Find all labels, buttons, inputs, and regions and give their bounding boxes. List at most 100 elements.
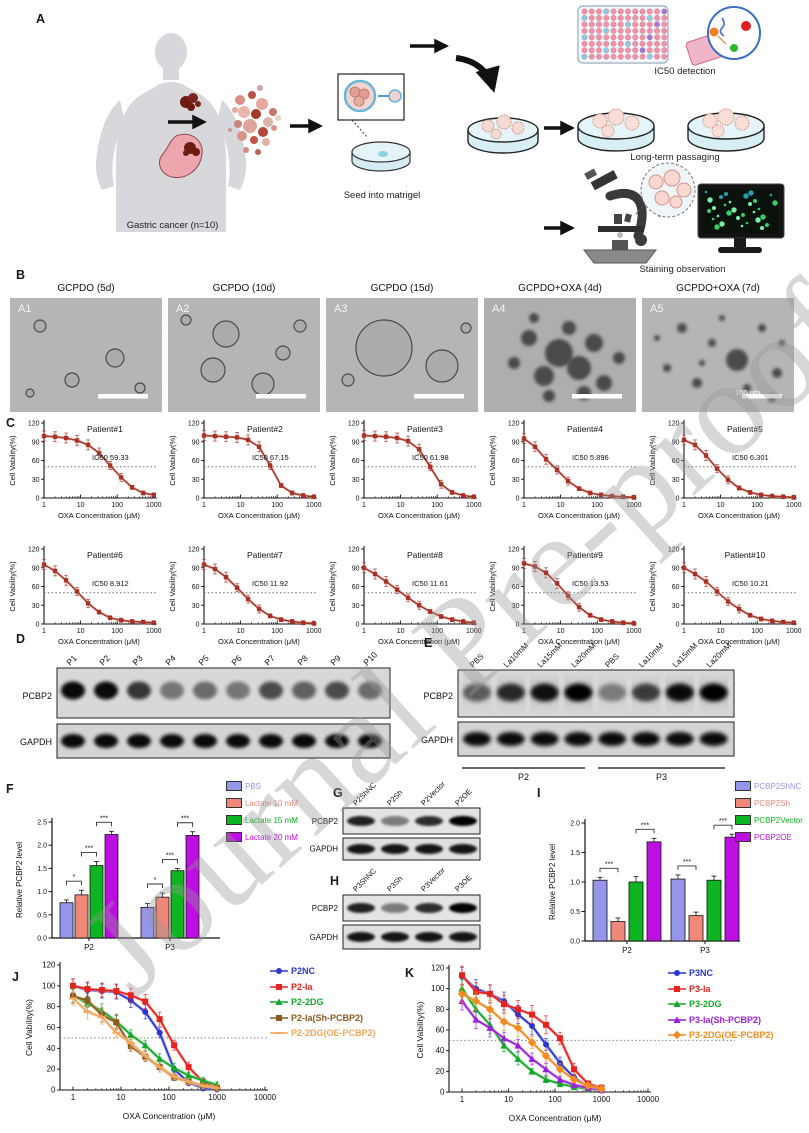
svg-text:0.0: 0.0 bbox=[37, 936, 47, 943]
svg-text:10: 10 bbox=[117, 1093, 126, 1102]
svg-text:30: 30 bbox=[192, 477, 200, 484]
dose-plot-patient-7: 0 30 60 90 120 1 10 100 1000 Patient#7 IC50 11.92 O… bbox=[166, 543, 324, 655]
svg-text:PBS: PBS bbox=[603, 652, 621, 670]
legend-label: P2-la(Sh-PCBP2) bbox=[291, 1012, 364, 1023]
svg-text:1000: 1000 bbox=[466, 502, 482, 509]
svg-text:IC50 10.21: IC50 10.21 bbox=[732, 579, 769, 588]
svg-text:30: 30 bbox=[672, 603, 680, 610]
svg-text:Cell Vability(%): Cell Vability(%) bbox=[328, 561, 337, 612]
svg-text:1000: 1000 bbox=[208, 1093, 226, 1102]
legend-marker-icon bbox=[668, 1030, 686, 1040]
svg-text:1000: 1000 bbox=[146, 628, 162, 635]
microscopy-image-A2: A2 bbox=[168, 298, 320, 412]
legend-item: P3-2DG bbox=[668, 999, 774, 1009]
tumor-sample-icon bbox=[180, 93, 201, 111]
svg-text:P3: P3 bbox=[700, 946, 710, 955]
svg-text:A5: A5 bbox=[650, 303, 663, 315]
svg-text:***: *** bbox=[166, 852, 174, 859]
svg-text:90: 90 bbox=[512, 565, 520, 572]
svg-text:100: 100 bbox=[271, 502, 283, 509]
svg-text:60: 60 bbox=[32, 584, 40, 591]
svg-text:1: 1 bbox=[71, 1093, 76, 1102]
legend-swatch bbox=[226, 798, 242, 808]
svg-text:20: 20 bbox=[436, 1067, 445, 1076]
legend-marker-icon bbox=[270, 968, 288, 974]
svg-text:Cell Vability(%): Cell Vability(%) bbox=[168, 561, 177, 612]
legend-label: P3-2DG(OE-PCBP2) bbox=[689, 1030, 774, 1040]
svg-text:60: 60 bbox=[672, 458, 680, 465]
panel-h-label: H bbox=[330, 874, 340, 888]
svg-text:Patient#8: Patient#8 bbox=[407, 550, 443, 560]
dose-plot-patient-9: 0 30 60 90 120 1 10 100 1000 Patient#9 IC50 13.53 O… bbox=[486, 543, 644, 655]
svg-text:P7: P7 bbox=[262, 653, 277, 668]
svg-text:1.5: 1.5 bbox=[37, 866, 47, 873]
organoid-dish-icon bbox=[467, 114, 539, 154]
svg-text:GAPDH: GAPDH bbox=[421, 735, 453, 745]
svg-text:La20mM: La20mM bbox=[569, 641, 598, 670]
svg-text:60: 60 bbox=[352, 584, 360, 591]
patient-dose-response-grid: 0 30 60 90 120 1 10 100 1000 Patient#1 IC50 59.33 O… bbox=[6, 417, 804, 655]
svg-text:Patient#2: Patient#2 bbox=[247, 424, 283, 434]
dose-plot-patient-8: 0 30 60 90 120 1 10 100 1000 Patient#8 IC50 11.61 O… bbox=[326, 543, 484, 655]
b-image-5-title: GCPDO+OXA (7d) bbox=[676, 283, 760, 294]
blot-panel-e: PBS La10mM La15mM La20mM PBS La10mM La15mM La20… bbox=[418, 626, 809, 794]
svg-text:100: 100 bbox=[431, 984, 445, 993]
dose-plot-patient-1: 0 30 60 90 120 1 10 100 1000 Patient#1 IC50 59.33 O… bbox=[6, 417, 164, 529]
svg-text:Relative PCBP2 level: Relative PCBP2 level bbox=[15, 842, 24, 918]
svg-text:60: 60 bbox=[192, 584, 200, 591]
svg-text:120: 120 bbox=[668, 421, 680, 428]
svg-text:GAPDH: GAPDH bbox=[20, 737, 52, 747]
svg-text:1: 1 bbox=[202, 628, 206, 635]
svg-text:80: 80 bbox=[47, 1002, 56, 1011]
legend-item: PCBP2Sh bbox=[735, 798, 803, 808]
svg-text:OXA Concentration (μM): OXA Concentration (μM) bbox=[538, 511, 620, 520]
svg-text:10: 10 bbox=[557, 502, 565, 509]
svg-text:P2Vector: P2Vector bbox=[419, 779, 447, 807]
svg-text:La10mM: La10mM bbox=[637, 641, 666, 670]
svg-text:P2: P2 bbox=[97, 653, 112, 668]
svg-text:120: 120 bbox=[348, 421, 360, 428]
bar-chart-i-legend: PCBP2ShNC PCBP2Sh PCBP2Vector PCBP2OE bbox=[735, 781, 803, 849]
svg-text:***: *** bbox=[719, 818, 727, 825]
svg-text:10: 10 bbox=[397, 502, 405, 509]
svg-text:120: 120 bbox=[188, 547, 200, 554]
svg-text:0.0: 0.0 bbox=[570, 939, 580, 946]
svg-text:60: 60 bbox=[352, 458, 360, 465]
svg-text:2.0: 2.0 bbox=[570, 821, 580, 828]
svg-text:0: 0 bbox=[676, 496, 680, 503]
panel-g-label: G bbox=[333, 786, 343, 800]
legend-item: P3NC bbox=[668, 968, 774, 978]
svg-text:120: 120 bbox=[508, 547, 520, 554]
svg-text:80: 80 bbox=[436, 1005, 445, 1014]
svg-text:OXA Concentration (μM): OXA Concentration (μM) bbox=[58, 637, 140, 646]
bar-chart-f-legend: PBS Lactate 10 mM Lactate 15 mM Lactate 20 … bbox=[226, 781, 298, 849]
legend-label: P3-la bbox=[689, 983, 711, 994]
svg-text:0.5: 0.5 bbox=[570, 909, 580, 916]
svg-text:10000: 10000 bbox=[254, 1093, 277, 1102]
svg-text:P3: P3 bbox=[165, 943, 175, 952]
svg-text:1: 1 bbox=[42, 628, 46, 635]
svg-text:30: 30 bbox=[512, 477, 520, 484]
svg-text:100: 100 bbox=[591, 502, 603, 509]
svg-text:0: 0 bbox=[676, 622, 680, 629]
curved-arrow bbox=[455, 55, 500, 93]
blot-panel-h: P3ShNC P3Sh P3Vector P3OE PCBP2 GAPDH bbox=[300, 866, 495, 954]
svg-text:P3OE: P3OE bbox=[453, 873, 474, 894]
svg-text:100: 100 bbox=[431, 628, 443, 635]
svg-text:Relative PCBP2 level: Relative PCBP2 level bbox=[548, 844, 557, 920]
svg-text:10: 10 bbox=[717, 628, 725, 635]
svg-text:1: 1 bbox=[682, 502, 686, 509]
svg-text:A4: A4 bbox=[492, 303, 505, 315]
svg-text:0: 0 bbox=[196, 496, 200, 503]
svg-text:P3Sh: P3Sh bbox=[385, 874, 404, 893]
microscopy-image-A5: A5 bbox=[642, 298, 794, 412]
svg-text:***: *** bbox=[181, 816, 189, 823]
dose-plot-patient-5: 0 30 60 90 120 1 10 100 1000 Patient#5 IC50 6.301 O… bbox=[646, 417, 804, 529]
svg-text:10: 10 bbox=[237, 628, 245, 635]
svg-text:Cell Vability(%): Cell Vability(%) bbox=[648, 561, 657, 612]
blotD-svg: P1 P2 P3 P4 P5 P6 P7 P8 P9 P10 PCBP2 GAPDH bbox=[20, 649, 391, 759]
svg-text:1: 1 bbox=[362, 628, 366, 635]
